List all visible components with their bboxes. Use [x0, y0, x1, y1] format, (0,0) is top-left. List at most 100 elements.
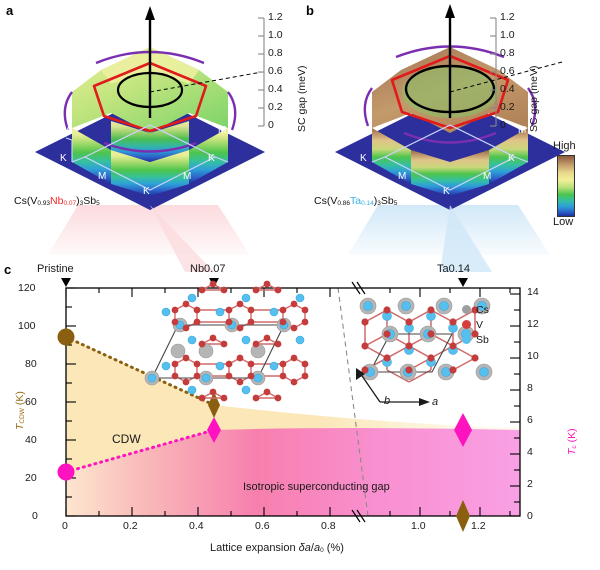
y-left-tick-60: 60: [25, 396, 37, 408]
top-label-ta: Ta0.14: [437, 263, 471, 275]
formula-sb: Sb: [380, 195, 394, 207]
formula-cs-v: Cs(V: [314, 195, 338, 207]
colorbar-high-label: High: [553, 140, 576, 152]
x-axis-ticks: [65, 507, 511, 516]
structure-legend: Cs V Sb: [462, 302, 489, 347]
panel-b-purple-contour: [527, 87, 537, 127]
y-right-tick-2: 2: [527, 478, 533, 490]
bz-label-m: M: [98, 171, 107, 182]
data-point-tc-nb[interactable]: [207, 417, 221, 443]
region-label-cdw: CDW: [112, 432, 141, 446]
bz-label-m: M: [398, 171, 407, 182]
panel-a-side: [72, 128, 111, 184]
y-right-tick-0: 0: [527, 510, 533, 522]
formula-sub-v: 0.93: [37, 200, 50, 208]
panel-b-leader-line: [449, 61, 563, 93]
gap-tick-b-7: 0: [500, 119, 506, 131]
bz-label-k: K: [360, 153, 367, 164]
panel-a-purple-contour: [63, 91, 73, 131]
data-point-tc-ta[interactable]: [454, 413, 472, 447]
connector-glow-ta: [440, 205, 492, 272]
sample-marker-ta: [458, 278, 468, 287]
panel-a-glow: [48, 205, 250, 255]
legend-swatch-v-icon: [462, 320, 471, 329]
y-left-tick-20: 20: [25, 472, 37, 484]
y-right-tick-6: 6: [527, 414, 533, 426]
gap-tick-a-4: 0.6: [268, 65, 283, 77]
legend-label-v: V: [476, 318, 484, 331]
x-tick-08: 0.8: [321, 520, 336, 532]
y-right-tick-12: 12: [527, 318, 539, 330]
bz-label-k: K: [143, 186, 150, 197]
formula-close: ): [76, 195, 80, 207]
y-axis-left-title: TCDW (K): [14, 391, 27, 430]
panel-a-plot: [0, 0, 300, 255]
gap-tick-a-3: 0.8: [268, 47, 283, 59]
formula-cs-v: Cs(V: [14, 195, 38, 207]
panel-a-bz-edge: [65, 137, 73, 162]
x-tick-06: 0.6: [255, 520, 270, 532]
x-axis-title: Lattice expansion δa/a0 (%): [210, 542, 344, 555]
panel-a-purple-contour: [227, 91, 237, 131]
gap-tick-b-2: 1.0: [500, 29, 515, 41]
bz-label-m: M: [518, 125, 527, 136]
panel-a-formula: Cs(V0.93Nb0.07)3Sb5: [14, 195, 100, 207]
panel-b-side: [489, 128, 528, 184]
bz-label-k: K: [443, 186, 450, 197]
tc-line: [64, 428, 216, 474]
data-point-tcdw-ta[interactable]: [456, 500, 470, 532]
top-label-nb: Nb0.07: [190, 263, 226, 275]
colorbar-low-label: Low: [553, 216, 574, 228]
gap-tick-b-3: 0.8: [500, 47, 515, 59]
panel-b-purple-contour: [363, 87, 373, 127]
bz-label-m: M: [183, 171, 192, 182]
panel-a-arrow-head: [145, 6, 155, 20]
panel-c-letter: c: [4, 262, 12, 277]
inset-kagome-structure: [356, 297, 493, 406]
gap-tick-b-4: 0.6: [500, 65, 515, 77]
y-left-tick-120: 120: [18, 282, 36, 294]
formula-dopant-sub: 0.14: [361, 200, 374, 208]
panel-b-gap-axis: [487, 8, 532, 138]
region-label-sc: Isotropic superconducting gap: [243, 481, 390, 493]
formula-dopant-sub: 0.07: [63, 200, 77, 208]
y-left-tick-0: 0: [32, 510, 38, 522]
y-right-tick-14: 14: [527, 286, 539, 298]
y-left-tick-80: 80: [25, 358, 37, 370]
y-axis-right-title: Tc (K): [566, 428, 579, 455]
panel-b-formula: Cs(V0.86Ta0.14)3Sb5: [314, 195, 397, 207]
formula-close: ): [373, 195, 378, 207]
gap-tick-a-7: 0: [268, 119, 274, 131]
y-right-tick-8: 8: [527, 382, 533, 394]
gap-tick-a-5: 0.4: [268, 83, 283, 95]
legend-swatch-sb-icon: [462, 335, 471, 344]
gap-tick-b-6: 0.2: [500, 101, 515, 113]
panel-a-purple-contour: [103, 141, 197, 153]
formula-dopant: Nb: [50, 195, 64, 207]
legend-entry-sb: Sb: [462, 332, 489, 347]
gap-tick-a-1: 1.2: [268, 11, 283, 23]
inset-axis-label-b: b: [384, 395, 391, 407]
inset-cdw-structure: [144, 280, 309, 402]
panel-a-letter: a: [6, 3, 14, 18]
x-axis-top-ticks: [65, 288, 511, 297]
data-point-tc-pristine[interactable]: [57, 463, 75, 481]
sample-marker-pristine: [61, 278, 71, 287]
x-tick-0: 0: [62, 520, 68, 532]
y-axis-right-ticks: [510, 293, 520, 517]
panel-b-side: [372, 128, 411, 184]
y-left-tick-40: 40: [25, 434, 37, 446]
bz-label-k: K: [508, 153, 515, 164]
bz-label-k: K: [60, 153, 67, 164]
inset-axis-arrows: [359, 372, 424, 403]
y-left-tick-100: 100: [18, 320, 36, 332]
data-point-tcdw-pristine[interactable]: [57, 328, 75, 346]
inset-axis-label-a: a: [432, 396, 439, 408]
x-tick-02: 0.2: [123, 520, 138, 532]
panel-b-arrow-head: [445, 4, 455, 18]
panel-a-bz-edge: [71, 156, 86, 163]
gap-axis-title-b: SC gap (meV): [528, 65, 540, 132]
panel-b-base-plane: [335, 95, 565, 210]
x-tick-04: 0.4: [189, 520, 204, 532]
formula-sub-v: 0.86: [337, 200, 350, 208]
